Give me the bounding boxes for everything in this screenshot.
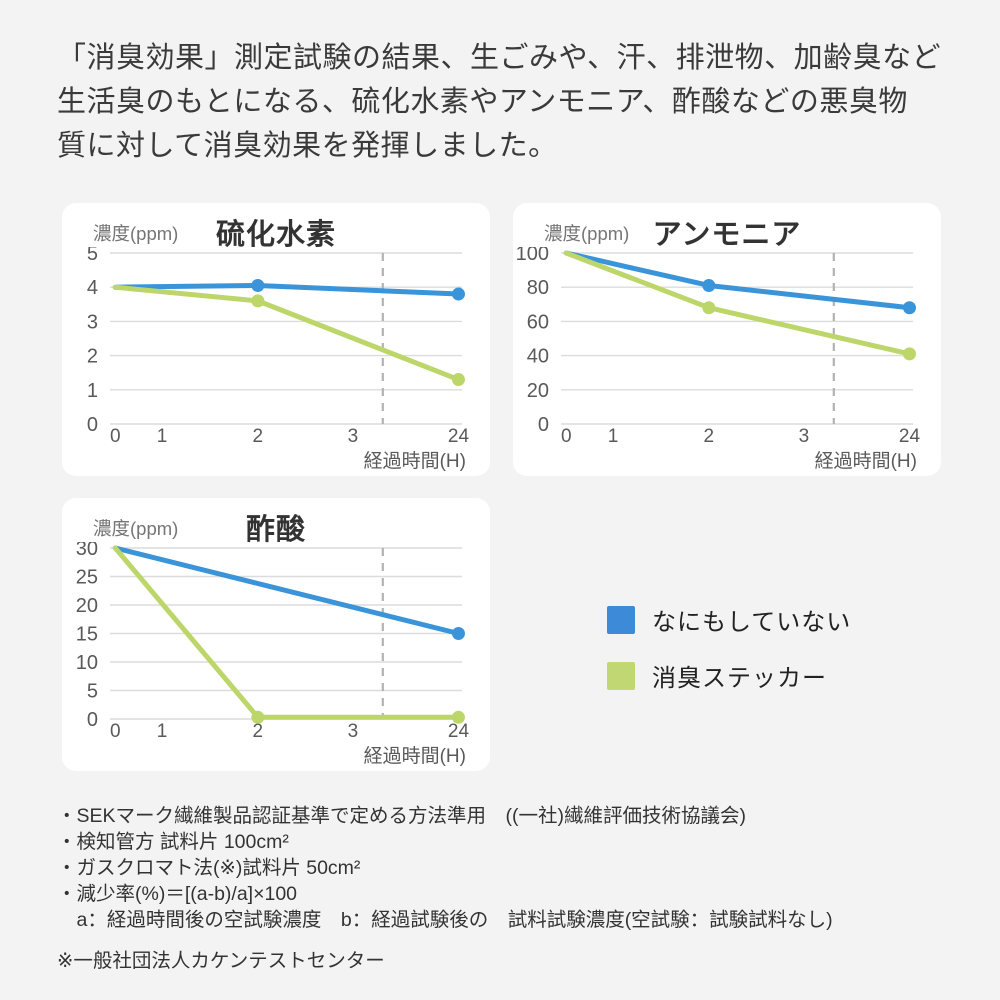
y-tick-label: 20 [76, 595, 98, 617]
x-tick-label: 24 [899, 426, 921, 447]
data-point [902, 347, 916, 361]
data-point [451, 373, 465, 387]
data-point [251, 278, 265, 292]
series-line-deodorant-sticker [112, 545, 461, 720]
header-text: 「消臭効果」測定試験の結果、生ごみや、汗、排泄物、加齢臭など 生活臭のもとになる… [57, 36, 962, 168]
x-tick-label: 24 [448, 426, 470, 447]
chart-plot-hydrogen-sulfide: 0 1 2 3 4 5 0 1 2 3 24 経過時間(H) [87, 247, 470, 472]
y-tick-label: 5 [87, 247, 98, 265]
x-tick-label: 0 [110, 721, 121, 742]
data-point [702, 278, 716, 292]
footnote-line-2: ・検知管方 試料片 100cm² [57, 831, 289, 853]
y-tick-label: 30 [76, 542, 98, 560]
data-point [902, 301, 916, 315]
chart-title-acetic-acid: 酢酸 [245, 514, 306, 546]
legend-swatch-deodorant-sticker [607, 661, 635, 690]
header-line-2: 生活臭のもとになる、硫化水素やアンモニア、酢酸などの悪臭物 [57, 86, 908, 118]
series-line-deodorant-sticker [112, 284, 461, 383]
footnote-line-3: ・ガスクロマト法(※)試料片 50cm² [57, 857, 361, 879]
chart-title-ammonia: アンモニア [652, 219, 802, 251]
footnote-line-4: ・減少率(%)＝[(a-b)/a]×100 [57, 883, 298, 905]
y-axis-unit-label: 濃度(ppm) [93, 518, 179, 539]
x-tick-label: 1 [608, 426, 619, 447]
x-axis-label: 経過時間(H) [364, 450, 466, 472]
footnote-line-1: ・SEKマーク繊維製品認証基準で定める方法準用 ((一社)繊維評価技術協議会) [57, 805, 746, 827]
chart-panel-acetic-acid: 濃度(ppm) 酢酸 0 5 10 15 20 25 30 0 1 2 3 24 経過時間(H) [62, 498, 490, 771]
chart-panel-hydrogen-sulfide: 濃度(ppm) 硫化水素 0 1 2 3 4 5 0 1 2 3 24 経過時間(H) [62, 203, 490, 476]
y-tick-label: 10 [76, 652, 98, 674]
data-point [251, 710, 265, 724]
y-tick-label: 80 [527, 277, 549, 299]
data-point [251, 294, 265, 308]
legend-swatch-untreated [607, 605, 635, 634]
x-tick-label: 2 [253, 721, 264, 742]
x-tick-label: 1 [157, 721, 168, 742]
x-tick-label: 2 [704, 426, 715, 447]
x-tick-label: 3 [799, 426, 810, 447]
y-tick-label: 5 [87, 681, 98, 703]
x-axis-label: 経過時間(H) [815, 450, 917, 472]
legend-item-untreated: なにもしていない [607, 602, 851, 637]
data-point [451, 287, 465, 301]
y-tick-label: 20 [527, 380, 549, 402]
x-tick-label: 0 [561, 426, 572, 447]
data-point [451, 627, 465, 640]
y-tick-label: 3 [87, 311, 98, 333]
y-tick-label: 15 [76, 624, 98, 646]
legend-item-deodorant-sticker: 消臭ステッカー [607, 658, 851, 693]
x-axis-label: 経過時間(H) [364, 745, 466, 767]
y-tick-label: 2 [87, 346, 98, 368]
data-point [451, 710, 465, 724]
footnote-line-5: a：経過時間後の空試験濃度 b：経過試験後の 試料試験濃度(空試験：試験試料なし… [57, 909, 833, 931]
y-tick-label: 0 [87, 414, 98, 436]
y-tick-label: 25 [76, 567, 98, 589]
y-tick-label: 60 [527, 311, 549, 333]
footnotes: ・SEKマーク繊維製品認証基準で定める方法準用 ((一社)繊維評価技術協議会) … [57, 803, 967, 974]
x-tick-label: 3 [348, 426, 359, 447]
chart-plot-ammonia: 0 20 40 60 80 100 0 1 2 3 24 経過時間(H) [516, 247, 921, 472]
data-point [702, 301, 716, 315]
series-line-untreated [563, 250, 912, 311]
header-line-1: 「消臭効果」測定試験の結果、生ごみや、汗、排泄物、加齢臭など [57, 42, 942, 74]
x-tick-label: 0 [110, 426, 121, 447]
attribution-note: ※一般社団法人カケンテストセンター [57, 950, 385, 972]
x-tick-label: 3 [348, 721, 359, 742]
chart-legend: なにもしていない 消臭ステッカー [607, 602, 851, 693]
legend-label-deodorant-sticker: 消臭ステッカー [652, 665, 827, 692]
x-tick-label: 24 [448, 721, 470, 742]
y-axis-unit-label: 濃度(ppm) [93, 223, 179, 244]
chart-title-hydrogen-sulfide: 硫化水素 [215, 219, 336, 251]
y-tick-label: 4 [87, 277, 98, 299]
y-tick-label: 0 [87, 709, 98, 731]
y-tick-label: 0 [538, 414, 549, 436]
series-line-untreated [112, 545, 461, 636]
y-tick-label: 100 [516, 247, 549, 265]
y-axis-unit-label: 濃度(ppm) [544, 223, 630, 244]
chart-panel-ammonia: 濃度(ppm) アンモニア 0 20 40 60 80 100 0 1 2 3 24 経過時間(H) [513, 203, 941, 476]
y-tick-label: 1 [87, 380, 98, 402]
y-tick-label: 40 [527, 346, 549, 368]
header-line-3: 質に対して消臭効果を発揮しました。 [57, 130, 558, 162]
x-tick-label: 1 [157, 426, 168, 447]
x-tick-label: 2 [253, 426, 264, 447]
legend-label-untreated: なにもしていない [652, 609, 852, 636]
